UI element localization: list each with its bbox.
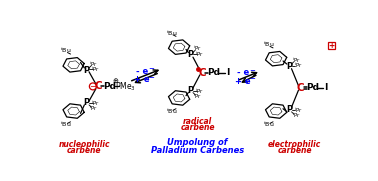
Text: carbene: carbene	[67, 146, 102, 155]
Text: $^i$Pr: $^i$Pr	[89, 104, 98, 113]
Text: $^i$Pr: $^i$Pr	[193, 92, 202, 101]
Text: P: P	[286, 62, 292, 71]
Text: −: −	[249, 76, 255, 83]
Text: $^t$Bu: $^t$Bu	[60, 120, 72, 129]
Text: + e: + e	[235, 77, 251, 85]
Text: P: P	[286, 105, 292, 114]
Text: $^i$Pr: $^i$Pr	[91, 65, 101, 74]
Text: P: P	[84, 66, 90, 75]
Text: C: C	[198, 68, 206, 77]
Text: PMe$_3$: PMe$_3$	[115, 80, 136, 93]
Text: −: −	[89, 82, 96, 91]
Text: $^i$Pr: $^i$Pr	[294, 61, 303, 70]
Text: P: P	[84, 98, 90, 107]
Text: Pd: Pd	[103, 82, 116, 91]
Text: - e: - e	[237, 68, 249, 77]
Text: $^t$Bu: $^t$Bu	[166, 29, 177, 38]
Text: Umpolung of: Umpolung of	[167, 138, 228, 147]
Text: $^i$Pr: $^i$Pr	[193, 44, 202, 53]
Text: $^t$Bu: $^t$Bu	[263, 40, 274, 49]
Text: $^i$Pr: $^i$Pr	[292, 56, 301, 65]
Text: carbene: carbene	[180, 123, 215, 132]
Text: $^i$Pr: $^i$Pr	[195, 49, 204, 59]
Text: $^i$Pr: $^i$Pr	[195, 86, 204, 96]
Text: I: I	[324, 83, 327, 92]
Text: C: C	[297, 83, 305, 93]
Text: $^i$Pr: $^i$Pr	[89, 59, 98, 69]
Text: nucleophilic: nucleophilic	[59, 140, 110, 149]
Text: Pd: Pd	[306, 83, 319, 92]
Text: $^i$Pr: $^i$Pr	[91, 99, 101, 108]
Text: carbene: carbene	[277, 146, 312, 155]
Text: $^i$Pr: $^i$Pr	[292, 111, 301, 120]
Text: electrophilic: electrophilic	[268, 140, 321, 149]
Text: radical: radical	[183, 117, 212, 126]
Text: Palladium Carbenes: Palladium Carbenes	[151, 146, 244, 155]
Text: +: +	[328, 41, 335, 50]
Text: $^t$Bu: $^t$Bu	[263, 120, 274, 129]
Text: −: −	[148, 66, 154, 72]
Text: - e: - e	[136, 66, 148, 75]
Text: P: P	[187, 50, 194, 59]
Text: C: C	[94, 81, 102, 91]
Text: ⊕: ⊕	[112, 78, 118, 84]
Text: $^t$Bu: $^t$Bu	[60, 47, 72, 55]
Text: −: −	[249, 68, 255, 74]
Text: I: I	[226, 68, 229, 77]
Text: P: P	[187, 86, 194, 95]
Text: $^t$Bu: $^t$Bu	[166, 107, 177, 116]
Text: + e: + e	[134, 75, 150, 84]
Text: $^i$Pr: $^i$Pr	[294, 106, 303, 115]
Text: Pd: Pd	[207, 68, 220, 77]
Text: −: −	[148, 75, 154, 81]
